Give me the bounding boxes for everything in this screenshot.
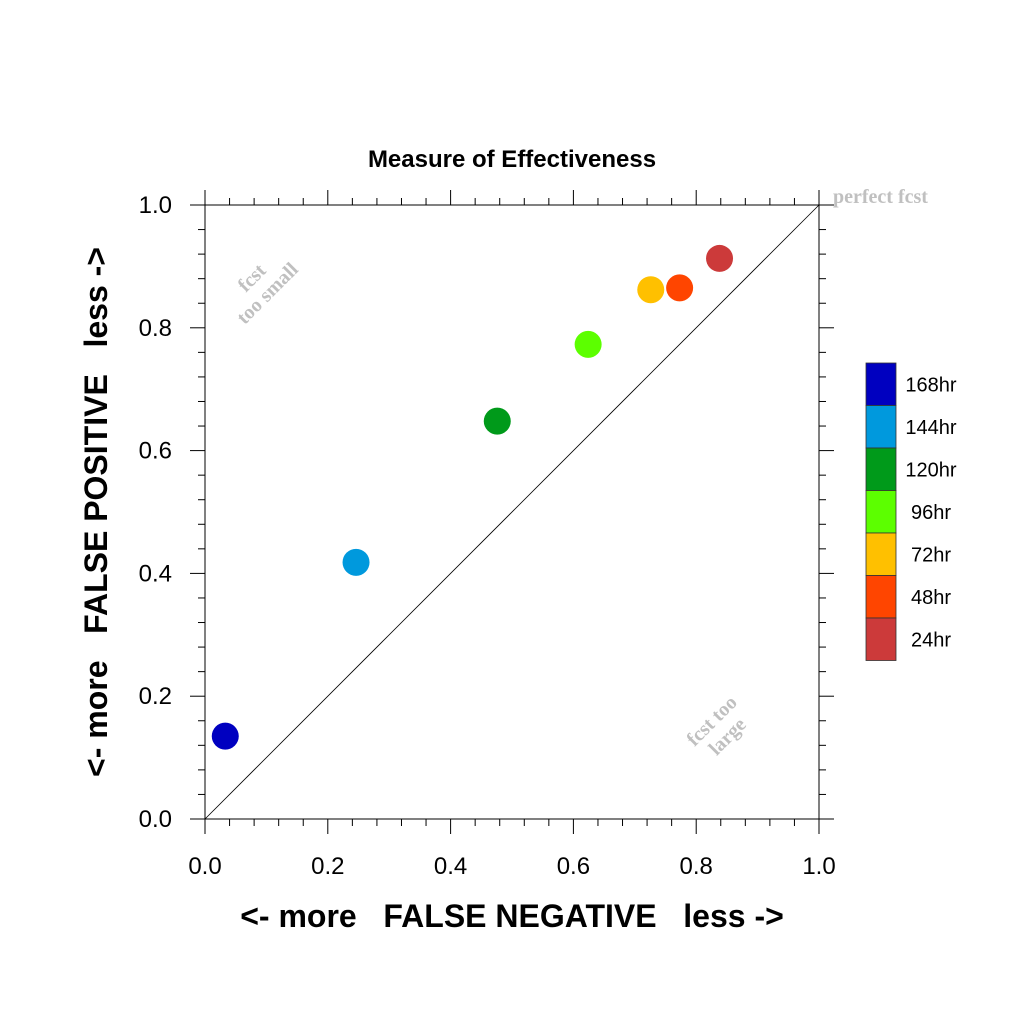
annotation-small-line2: too small (233, 258, 303, 328)
y-tick-label: 1.0 (139, 192, 172, 219)
x-tick-label: 0.8 (680, 853, 713, 880)
annotation-fcst-too-small: fcst too small (233, 258, 303, 328)
x-tick-label: 0.2 (311, 853, 344, 880)
y-tick-label: 0.4 (139, 560, 172, 587)
point-48hr (666, 274, 694, 302)
legend-swatch-144hr (865, 405, 897, 449)
legend-label-96hr: 96hr (911, 502, 951, 524)
legend-swatch-24hr (865, 617, 897, 661)
scatter-points (211, 244, 734, 750)
y-tick-label: 0.8 (139, 315, 172, 342)
legend-label-120hr: 120hr (905, 459, 956, 481)
point-24hr (706, 244, 734, 272)
diagonal-reference-line (204, 204, 820, 820)
legend: 168hr 144hr 120hr 96hr 72hr 48hr 24hr (865, 362, 957, 661)
annotation-perfect-fcst: perfect fcst (833, 186, 928, 208)
x-tick-label: 0.4 (434, 853, 467, 880)
plot-frame (204, 204, 820, 820)
point-96hr (574, 330, 602, 358)
chart-title: Measure of Effectiveness (368, 146, 656, 173)
y-tick-label: 0.0 (139, 806, 172, 833)
legend-label-72hr: 72hr (911, 544, 951, 566)
legend-swatch-168hr (865, 362, 897, 406)
y-tick-label: 0.6 (139, 438, 172, 465)
x-tick-label: 1.0 (802, 853, 835, 880)
legend-label-144hr: 144hr (905, 417, 956, 439)
legend-swatch-48hr (865, 575, 897, 619)
axis-ticks: 0.0 0.2 0.4 0.6 0.8 1.0 0.0 0.2 0.4 0.6 0.8 1.0 (139, 190, 836, 880)
x-tick-label: 0.0 (188, 853, 221, 880)
legend-swatch-96hr (865, 490, 897, 534)
legend-swatch-120hr (865, 447, 897, 491)
point-120hr (483, 407, 511, 435)
x-axis-label: <- more FALSE NEGATIVE less -> (240, 898, 784, 934)
legend-label-24hr: 24hr (911, 629, 951, 651)
y-tick-label: 0.2 (139, 683, 172, 710)
y-axis-label: <- more FALSE POSITIVE less -> (78, 247, 114, 777)
legend-label-168hr: 168hr (905, 374, 956, 396)
legend-swatch-72hr (865, 532, 897, 576)
point-72hr (637, 276, 665, 304)
point-168hr (211, 722, 239, 750)
legend-label-48hr: 48hr (911, 587, 951, 609)
annotation-fcst-too-large: fcst too large (683, 692, 751, 760)
x-tick-label: 0.6 (557, 853, 590, 880)
point-144hr (342, 548, 370, 576)
